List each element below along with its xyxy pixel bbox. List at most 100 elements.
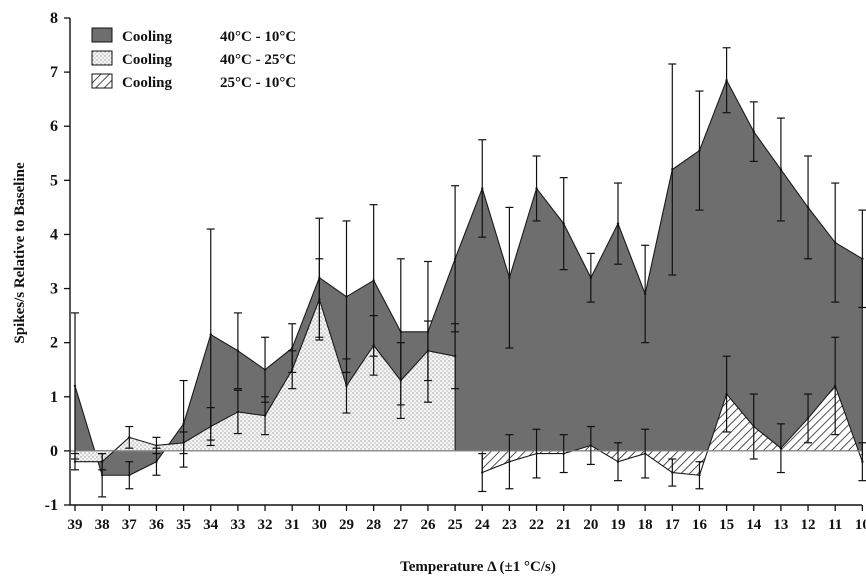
series-3-error-bar [532,428,541,479]
legend-range-3: 25°C - 10°C [220,75,296,91]
series-1-error-bar [641,244,650,344]
series-2-error-bar [71,452,79,471]
series-3-error-bar [505,434,514,490]
x-tick-label: 32 [258,517,273,533]
x-tick-label: 29 [339,517,354,533]
x-axis-title: Temperature Δ (±1 °C/s) [400,559,556,575]
x-tick-label: 30 [312,517,327,533]
x-tick-label: 22 [529,517,544,533]
series-areas [73,79,864,477]
legend-swatch-2 [91,50,113,66]
legend-entry-3: Cooling 25°C - 10°C [91,73,296,91]
legend-entry-1: Cooling 40°C - 10°C [91,27,296,45]
series-1-error-bar [559,177,568,271]
legend-swatch-3 [91,73,113,89]
legend: Cooling 40°C - 10°C Cooling 40°C - 25°C … [91,27,296,91]
series-3-error-bar [668,458,677,487]
x-tick-label: 34 [203,517,219,533]
x-tick-label: 31 [285,517,300,533]
y-tick-label: 3 [50,281,58,298]
series-1-error-bar [831,182,840,303]
legend-label-2: Cooling [122,52,173,68]
x-tick-label: 28 [366,517,381,533]
x-tick-label: 37 [122,517,138,533]
y-tick-label: 5 [50,172,58,189]
x-tick-label: 24 [475,517,491,533]
series-3-error-bar [831,336,840,436]
x-tick-label: 16 [692,517,708,533]
series-1-error-bar [722,47,731,114]
y-tick-labels: -1 0 1 2 3 4 5 6 7 8 [45,10,58,514]
legend-label-3: Cooling [122,75,173,91]
series-1-error-bar [614,182,622,265]
series-1-error-bar [695,90,704,211]
legend-range-2: 40°C - 25°C [220,52,296,68]
x-tick-label: 35 [176,517,191,533]
y-tick-label: 4 [50,226,58,243]
x-tick-label: 23 [502,517,517,533]
series-2-error-bar [315,258,324,341]
series-3-area [481,385,863,476]
series-2-error-bar [288,350,297,390]
error-bars [71,47,866,498]
series-3-error-bar [858,442,866,482]
y-tick-label: 6 [50,118,58,135]
x-tick-label: 39 [68,517,83,533]
y-tick-label: 0 [50,443,58,460]
series-1-error-bar [233,312,242,390]
legend-range-1: 40°C - 10°C [220,29,296,45]
series-3-error-bar [695,461,704,490]
series-2-error-bar [152,436,161,455]
series-3-error-bar [749,393,758,460]
series-2-error-bar [179,431,188,455]
series-2-error-bar [451,323,460,390]
y-tick-label: 7 [50,64,58,81]
legend-swatch-1 [91,27,113,43]
series-2-error-bar [206,407,215,447]
series-3-error-bar [804,393,813,444]
x-tick-label: 36 [149,517,165,533]
series-1-error-bar [804,155,813,260]
x-tick-label: 19 [611,517,626,533]
series-1-error-bar [125,461,134,490]
axes [64,17,863,511]
series-2-area [74,298,456,463]
series-3-error-bar [722,355,731,433]
series-2-error-bar [369,315,378,376]
series-1-error-bar [478,139,487,238]
series-3-error-bar [559,434,568,474]
y-tick-label: 2 [50,335,58,352]
series-2-error-bar [98,452,107,471]
legend-entry-2: Cooling 40°C - 25°C [91,50,296,68]
series-2-error-bar [261,396,270,436]
x-tick-label: 33 [230,517,245,533]
x-tick-label: 15 [719,517,734,533]
x-tick-label: 12 [801,517,816,533]
x-tick-label: 13 [773,517,788,533]
x-tick-label: 14 [746,517,762,533]
series-3-error-bar [586,425,595,466]
series-1-error-bar [668,63,677,276]
y-tick-label: -1 [45,497,58,514]
series-3-error-bar [641,428,650,479]
series-3-error-bar [478,452,487,493]
series-2-error-bar [342,358,351,414]
x-tick-label: 25 [448,517,463,533]
x-tick-label: 11 [828,517,842,533]
series-2-error-bar [125,425,134,449]
x-tick-label: 17 [665,517,681,533]
y-axis-title: Spikes/s Relative to Baseline [12,162,28,344]
series-1-error-bar [858,209,866,309]
series-1-error-bar [749,101,758,162]
series-1-error-bar [532,155,541,222]
x-tick-label: 21 [556,517,571,533]
x-tick-label: 27 [393,517,409,533]
x-tick-label: 20 [583,517,598,533]
series-2-error-bar [423,320,432,382]
series-1-error-bar [505,206,514,349]
x-tick-label: 18 [638,517,653,533]
x-tick-label: 26 [420,517,436,533]
y-tick-label: 1 [50,389,58,406]
